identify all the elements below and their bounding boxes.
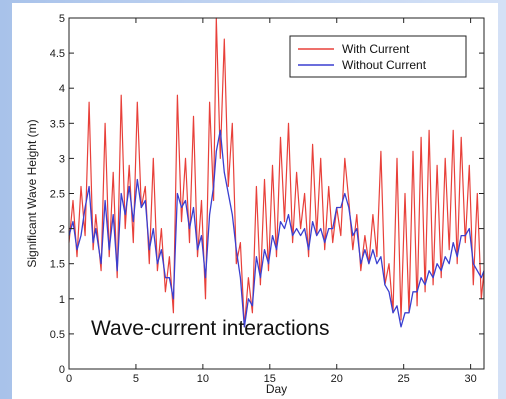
axis-ticks: 0 5 10 15 20 25 30 0 0.5 1 1.5 2 2.5 3 3.5 4 4.5 5 <box>50 13 484 385</box>
overlay-annotation: Wave-current interactions <box>91 317 329 340</box>
chart-legend: With Current Without Current <box>289 35 467 78</box>
series-line-with-current <box>68 17 485 328</box>
series-layer <box>68 17 485 328</box>
x-tick-label: 20 <box>331 373 343 385</box>
x-tick-label: 25 <box>398 373 410 385</box>
x-tick-label: 5 <box>133 373 139 385</box>
y-tick-label: 2.5 <box>50 189 65 201</box>
legend-label-with-current: With Current <box>342 42 410 56</box>
x-tick-label: 30 <box>464 373 476 385</box>
y-axis-label: Significant Wave Height (m) <box>25 119 39 267</box>
x-tick-label: 15 <box>264 373 276 385</box>
y-tick-label: 4.5 <box>50 48 65 60</box>
x-tick-label: 10 <box>197 373 209 385</box>
y-tick-label: 0.5 <box>50 329 65 341</box>
y-tick-label: 4 <box>59 83 65 95</box>
y-tick-label: 0 <box>59 364 65 376</box>
y-tick-label: 1 <box>59 294 65 306</box>
series-line-without-current <box>68 129 485 328</box>
x-tick-label: 0 <box>66 373 72 385</box>
y-tick-label: 2 <box>59 224 65 236</box>
x-axis-label: Day <box>266 382 287 396</box>
legend-box <box>289 35 467 78</box>
legend-label-without-current: Without Current <box>342 58 427 72</box>
y-tick-label: 1.5 <box>50 259 65 271</box>
y-tick-label: 3 <box>59 153 65 165</box>
y-tick-label: 3.5 <box>50 118 65 130</box>
y-tick-label: 5 <box>59 13 65 25</box>
